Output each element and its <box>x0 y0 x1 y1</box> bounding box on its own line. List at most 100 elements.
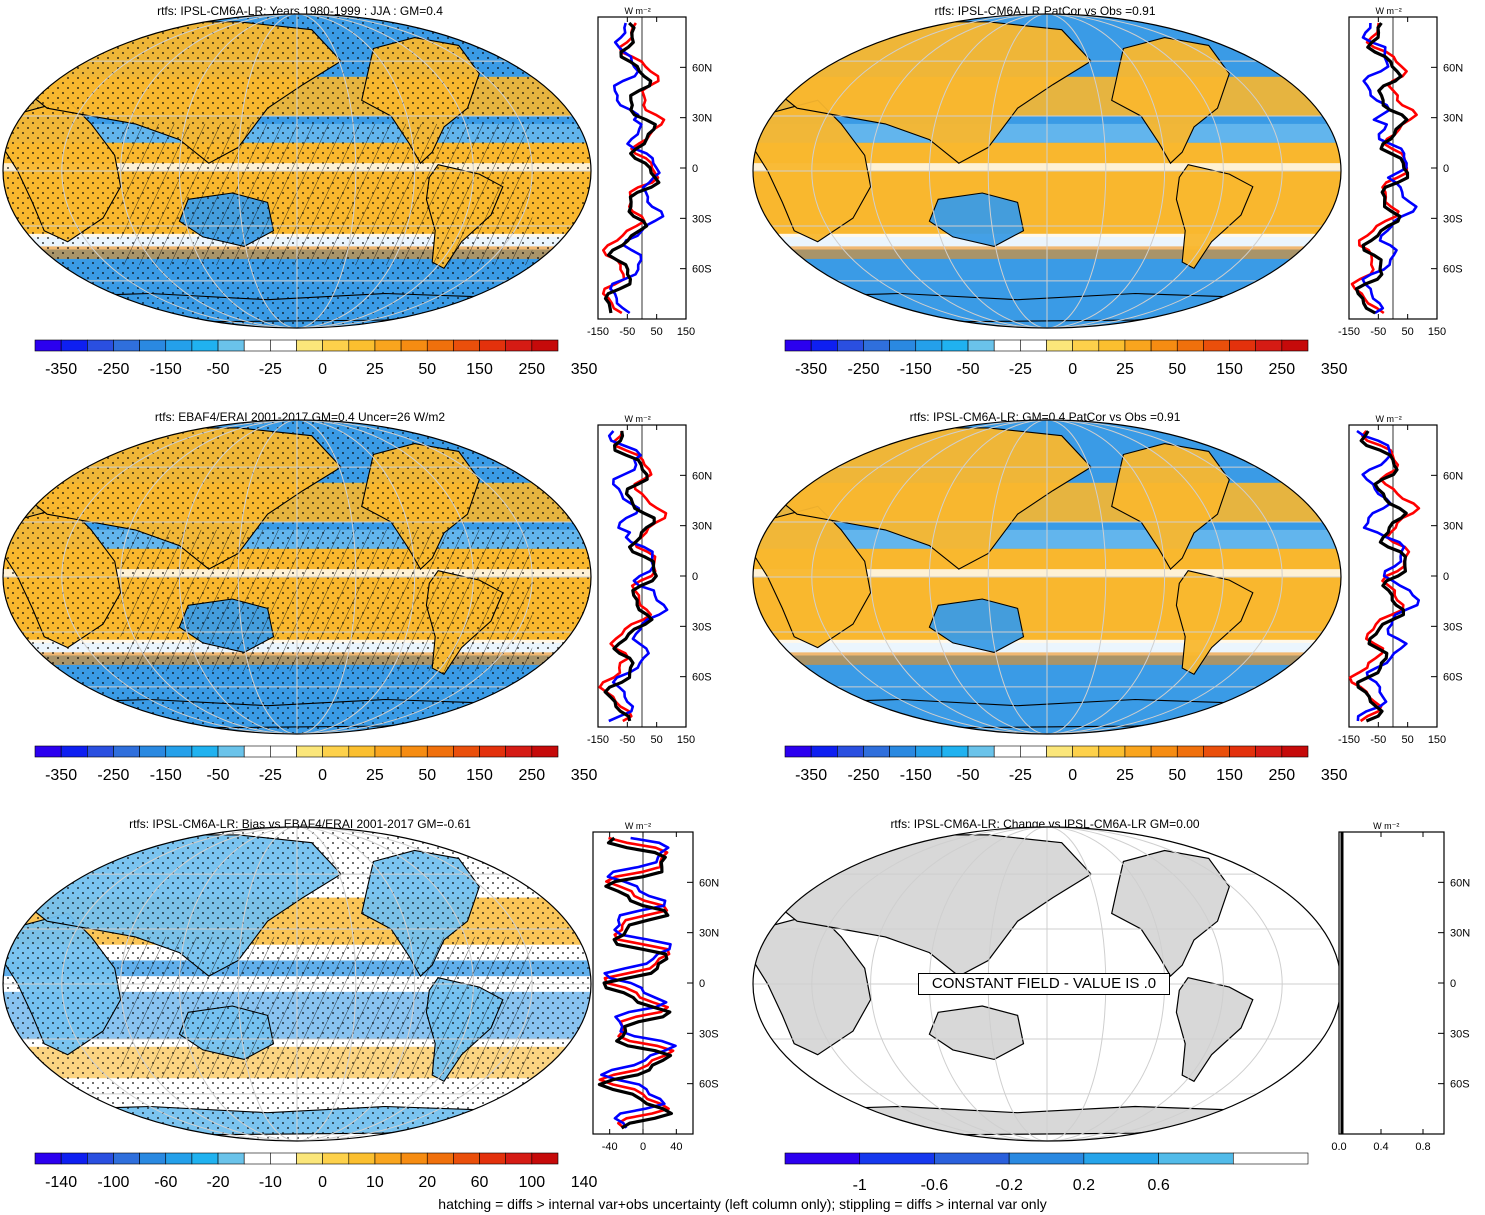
colorbar-tick-label: -0.2 <box>995 1177 1023 1194</box>
colorbar-swatch <box>1083 1152 1159 1165</box>
profile-x-label: 150 <box>677 734 695 746</box>
colorbar-swatch <box>113 1152 140 1165</box>
colorbar-tick-label: 150 <box>466 361 493 378</box>
profile-x-label: 50 <box>651 326 663 338</box>
colorbar-swatch <box>993 745 1021 758</box>
colorbar-tick-label: 150 <box>466 767 493 784</box>
colorbar-tick-label: -250 <box>97 361 129 378</box>
colorbar-swatch <box>889 745 917 758</box>
colorbar-swatch <box>967 339 995 352</box>
graticule-lon <box>811 14 1283 328</box>
colorbar-swatch <box>479 745 506 758</box>
colorbar-swatch <box>348 745 376 758</box>
colorbar-swatch <box>87 339 114 352</box>
colorbar-swatch <box>60 339 88 352</box>
colorbar-swatch <box>348 1152 376 1165</box>
panel-title-right-middle: rtfs: IPSL-CM6A-LR: GM=0.4 PatCor vs Obs… <box>909 410 1181 424</box>
colorbar-swatch <box>453 745 480 758</box>
colorbar-swatch <box>322 339 350 352</box>
continent-australia <box>928 1005 1025 1061</box>
colorbar-swatch <box>505 745 533 758</box>
profile-x-label: 150 <box>677 326 695 338</box>
graticule <box>3 827 591 1141</box>
colorbar-swatch <box>1203 339 1230 352</box>
graticule-lon <box>178 827 416 1141</box>
map-border <box>752 419 1342 735</box>
colorbar-swatch <box>505 1152 533 1165</box>
graticule-lon <box>237 420 357 734</box>
colorbar-swatch <box>374 1152 402 1165</box>
colorbar-swatch <box>191 745 219 758</box>
profile-x-label: 40 <box>670 1141 682 1153</box>
colorbar-swatch <box>1020 339 1047 352</box>
colorbar-swatch <box>1255 745 1283 758</box>
zonal-profile-left-bottom: 60N 30N 0 30S 60S -40 0 40 W m⁻² <box>592 821 719 1153</box>
graticule-lon <box>870 14 1224 328</box>
colorbar-swatch <box>934 1152 1010 1165</box>
colorbar-tick-label: -140 <box>45 1174 77 1191</box>
colorbar-swatch <box>426 1152 454 1165</box>
colorbar-swatch <box>165 745 193 758</box>
colorbar-tick-label: 25 <box>1116 767 1134 784</box>
colorbar-swatch <box>374 339 402 352</box>
colorbar-tick-label: 50 <box>1168 361 1186 378</box>
colorbar-tick-label: 20 <box>418 1174 436 1191</box>
colorbar-tick-label: 60 <box>471 1174 489 1191</box>
continent-australia <box>928 192 1025 247</box>
map-left-top <box>2 13 592 329</box>
continent-americaS <box>1175 977 1254 1083</box>
profile-lat-label: 30N <box>1443 521 1463 533</box>
colorbar-swatch <box>1098 745 1126 758</box>
colorbar-swatch <box>191 339 219 352</box>
profile-line-mean <box>603 21 661 314</box>
colorbar-swatch <box>1124 745 1152 758</box>
colorbar-tick-label: -20 <box>206 1174 229 1191</box>
graticule-lon <box>178 14 416 328</box>
graticule-lon <box>120 827 474 1141</box>
colorbar-swatch <box>967 745 995 758</box>
graticule-lon <box>870 420 1224 734</box>
colorbar-tick-label: 250 <box>518 767 545 784</box>
profile-lat-label: 30S <box>692 213 712 225</box>
colorbar-swatch <box>191 1152 219 1165</box>
colorbar-tick-label: -60 <box>154 1174 177 1191</box>
colorbar-swatch <box>165 1152 193 1165</box>
graticule-lon <box>811 420 1283 734</box>
colorbar-swatch <box>139 1152 167 1165</box>
colorbar-swatch <box>1020 745 1047 758</box>
colorbar-tick-label: -25 <box>1009 361 1032 378</box>
colorbar-swatch <box>1229 745 1257 758</box>
colorbar-swatch <box>243 745 271 758</box>
profile-lat-label: 60S <box>692 264 712 276</box>
profile-lat-label: 60N <box>692 470 712 482</box>
colorbar-tick-label: 350 <box>571 361 598 378</box>
colorbar-swatch <box>453 339 480 352</box>
colorbar-tick-label: 25 <box>366 767 384 784</box>
colorbar-swatch <box>784 339 812 352</box>
colorbar-swatch <box>34 745 62 758</box>
colorbar-swatch <box>915 339 943 352</box>
colorbar-swatch <box>34 339 62 352</box>
graticule-lon <box>120 14 474 328</box>
colorbar-tick-label: -100 <box>97 1174 129 1191</box>
colorbar-tick-label: 50 <box>418 767 436 784</box>
map-border <box>2 419 592 735</box>
colorbar-tick-label: 0 <box>318 361 327 378</box>
colorbar-left-middle: -350 -250 -150 -50 -25 0 25 50 150 250 350 <box>34 745 598 784</box>
colorbar-swatch <box>139 339 167 352</box>
graticule-lon <box>928 420 1166 734</box>
profile-frame <box>1338 831 1445 1135</box>
colorbar-tick-label: -25 <box>1009 767 1032 784</box>
profile-lat-label: 30N <box>692 113 712 125</box>
colorbar-swatch <box>1008 1152 1085 1165</box>
profile-x-label: 50 <box>651 734 663 746</box>
colorbar-swatch <box>836 339 864 352</box>
profile-lat-label: 60S <box>692 672 712 684</box>
colorbar-swatch <box>270 339 297 352</box>
colorbar-right-middle: -350 -250 -150 -50 -25 0 25 50 150 250 350 <box>784 745 1348 784</box>
profile-lat-label: 30S <box>1450 1028 1470 1040</box>
colorbar-tick-label: -25 <box>259 361 282 378</box>
graticule-lon <box>237 827 357 1141</box>
graticule-lon <box>987 420 1107 734</box>
